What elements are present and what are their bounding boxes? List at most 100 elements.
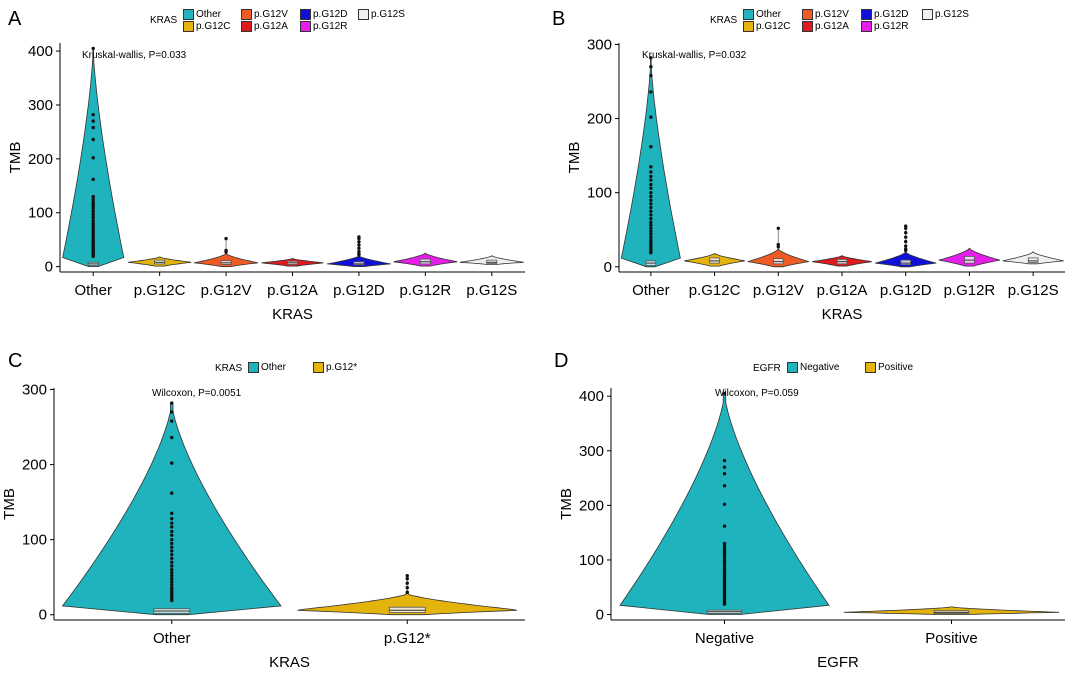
y-tick-label: 0 — [604, 259, 612, 276]
y-axis-title: TMB — [558, 488, 575, 520]
legend-key — [241, 9, 252, 20]
outlier-point — [649, 115, 653, 119]
outlier-point — [91, 254, 95, 259]
outlier-point — [170, 491, 174, 495]
outlier-point — [649, 178, 653, 182]
outlier-point — [91, 177, 95, 182]
y-tick-label: 100 — [579, 552, 604, 569]
legend-item-p-g12d: p.G12D — [861, 9, 908, 20]
x-tick-label-other: Other — [153, 630, 191, 647]
outlier-point — [170, 549, 174, 553]
legend-key — [743, 21, 754, 32]
outlier-point — [649, 145, 653, 149]
legend-item-p-g12v: p.G12V — [802, 9, 849, 20]
x-tick-label-negative: Negative — [695, 630, 754, 647]
panel-d: 0 100 200 300 400 TMB EGFR Negative Positive D E… — [540, 340, 1080, 681]
outlier-point — [170, 541, 174, 546]
outlier-point — [170, 435, 174, 440]
outlier-point — [904, 231, 908, 235]
outlier-point — [405, 574, 409, 578]
legend-title: EGFR — [753, 363, 781, 374]
y-tick-label: 100 — [22, 532, 47, 549]
legend-key — [183, 21, 194, 32]
outlier-point — [649, 165, 653, 169]
legend-item-negative: Negative — [787, 362, 839, 373]
stat-label-a: Kruskal-wallis, P=0.033 — [82, 50, 187, 61]
violin-p-g12star — [297, 593, 518, 616]
box-p-g12s — [486, 259, 498, 264]
legend-a: KRAS Other p.G12C p.G12V p.G12A p.G12D p… — [0, 0, 540, 42]
box-p-g12d — [353, 261, 365, 266]
y-tick-label: 300 — [587, 36, 612, 53]
outlier-point — [649, 90, 653, 94]
outlier-point — [405, 581, 409, 585]
outlier-point — [91, 219, 95, 223]
x-tick-label-other: Other — [74, 282, 112, 299]
outlier-point — [649, 65, 653, 69]
x-tick-label-p-g12a: p.G12A — [267, 282, 318, 299]
outlier-point — [649, 205, 653, 210]
outlier-point — [649, 251, 653, 255]
legend-item-p-g12a: p.G12A — [802, 21, 849, 32]
stat-label-c: Wilcoxon, P=0.0051 — [152, 388, 242, 399]
outlier-point — [170, 533, 174, 537]
box-p-g12d — [900, 259, 912, 265]
outlier-point — [91, 197, 95, 201]
outlier-point — [170, 564, 174, 568]
outlier-point — [722, 563, 727, 568]
legend-item-label: p.G12C — [196, 21, 231, 32]
y-axis-title: TMB — [7, 142, 24, 174]
outlier-point — [722, 602, 727, 606]
outlier-point — [649, 226, 653, 230]
y-tick-label: 0 — [45, 259, 53, 276]
outlier-point — [91, 46, 95, 51]
box-p-g12s — [1027, 257, 1039, 263]
legend-item-label: p.G12R — [874, 21, 909, 32]
legend-item-label: p.G12S — [935, 9, 969, 20]
legend-d: EGFR Negative Positive — [540, 340, 1080, 382]
legend-item-label: Negative — [800, 362, 840, 373]
legend-item-p-g12a: p.G12A — [241, 21, 288, 32]
outlier-point — [904, 244, 908, 248]
outlier-point — [170, 410, 174, 414]
stat-label-b: Kruskal-wallis, P=0.032 — [642, 50, 747, 61]
x-tick-label-p-g12s: p.G12S — [1008, 282, 1059, 299]
legend-item-label: Other — [756, 9, 782, 20]
legend-title: KRAS — [215, 363, 243, 374]
panel-letter-b: B — [552, 8, 566, 30]
outlier-point — [722, 472, 727, 476]
legend-item-p-g12r: p.G12R — [861, 21, 908, 32]
legend-item-p-g12c: p.G12C — [743, 21, 790, 32]
legend-item-label: Other — [261, 362, 287, 373]
outlier-point — [649, 223, 653, 228]
legend-key — [802, 21, 813, 32]
outlier-point — [170, 580, 174, 584]
outlier-point — [722, 502, 727, 506]
legend-c: KRAS Other p.G12* — [0, 340, 540, 382]
outlier-point — [649, 174, 653, 179]
x-tick-label-positive: Positive — [925, 630, 978, 647]
legend-item-positive: Positive — [865, 362, 913, 373]
legend-item-label: p.G12A — [254, 21, 288, 32]
x-tick-label-p-g12c: p.G12C — [689, 282, 741, 299]
outlier-point — [170, 567, 174, 572]
legend-key — [861, 21, 872, 32]
outlier-point — [91, 209, 95, 213]
legend-item-p-g12d: p.G12D — [300, 9, 347, 20]
outlier-point — [405, 577, 409, 581]
outlier-point — [91, 206, 95, 211]
outlier-point — [405, 590, 409, 594]
outlier-point — [649, 209, 653, 213]
outlier-point — [170, 525, 174, 529]
y-axis-title: TMB — [566, 142, 583, 174]
legend-key — [358, 9, 369, 20]
outlier-point — [91, 156, 95, 160]
x-tick-label-p-g12c: p.G12C — [134, 282, 186, 299]
outlier-point — [722, 566, 727, 570]
legend-key — [183, 9, 194, 20]
chart-c-svg: 0 100 200 300 TMB KRAS Other p.G12* — [1, 382, 525, 671]
outlier-point — [91, 137, 95, 142]
outlier-point — [776, 245, 780, 249]
legend-item-other: Other — [183, 9, 221, 20]
outlier-point — [170, 521, 174, 525]
